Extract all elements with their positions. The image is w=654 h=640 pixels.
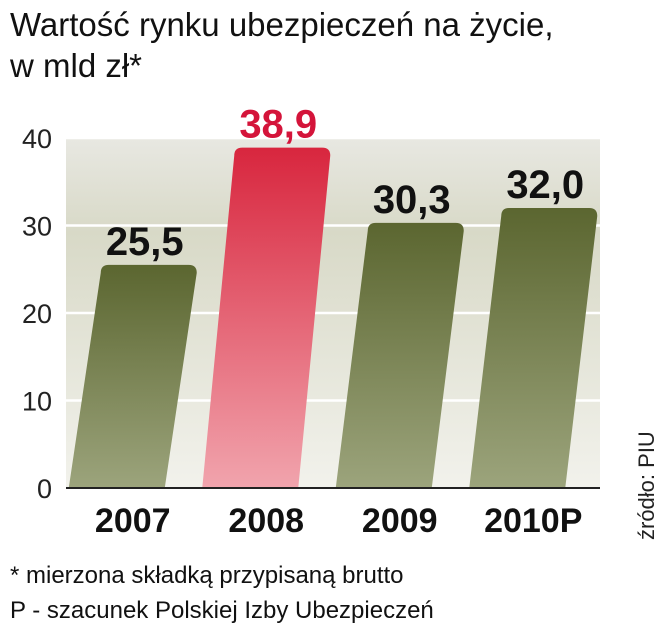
value-label: 32,0 (506, 163, 584, 207)
value-label: 38,9 (239, 103, 317, 147)
bar-2008 (202, 147, 331, 488)
x-tick-label: 2009 (362, 502, 438, 540)
y-tick-label: 10 (22, 387, 52, 417)
source-note: źródło: PIU (634, 431, 654, 540)
bar-2010p (469, 208, 598, 488)
y-tick-label: 0 (37, 474, 52, 504)
y-tick-label: 40 (22, 124, 52, 154)
bar-2007 (68, 264, 197, 488)
value-label: 30,3 (373, 178, 451, 222)
footnote-gross-premium: * mierzona składką przypisaną brutto (10, 562, 404, 589)
footnote-estimate: P - szacunek Polskiej Izby Ubezpieczeń (10, 597, 434, 624)
bar-2009 (335, 222, 464, 488)
y-tick-label: 30 (22, 212, 52, 242)
subtitle-line: w mld zł* (10, 47, 143, 84)
x-tick-label: 2010P (484, 502, 582, 540)
y-tick-label: 20 (22, 299, 52, 329)
chart-title: Wartość rynku ubezpieczeń na życie, w ml… (10, 4, 650, 86)
x-tick-label: 2007 (95, 502, 171, 540)
title-line: Wartość rynku ubezpieczeń na życie, (10, 6, 554, 43)
value-label: 25,5 (106, 220, 184, 264)
x-tick-label: 2008 (228, 502, 304, 540)
